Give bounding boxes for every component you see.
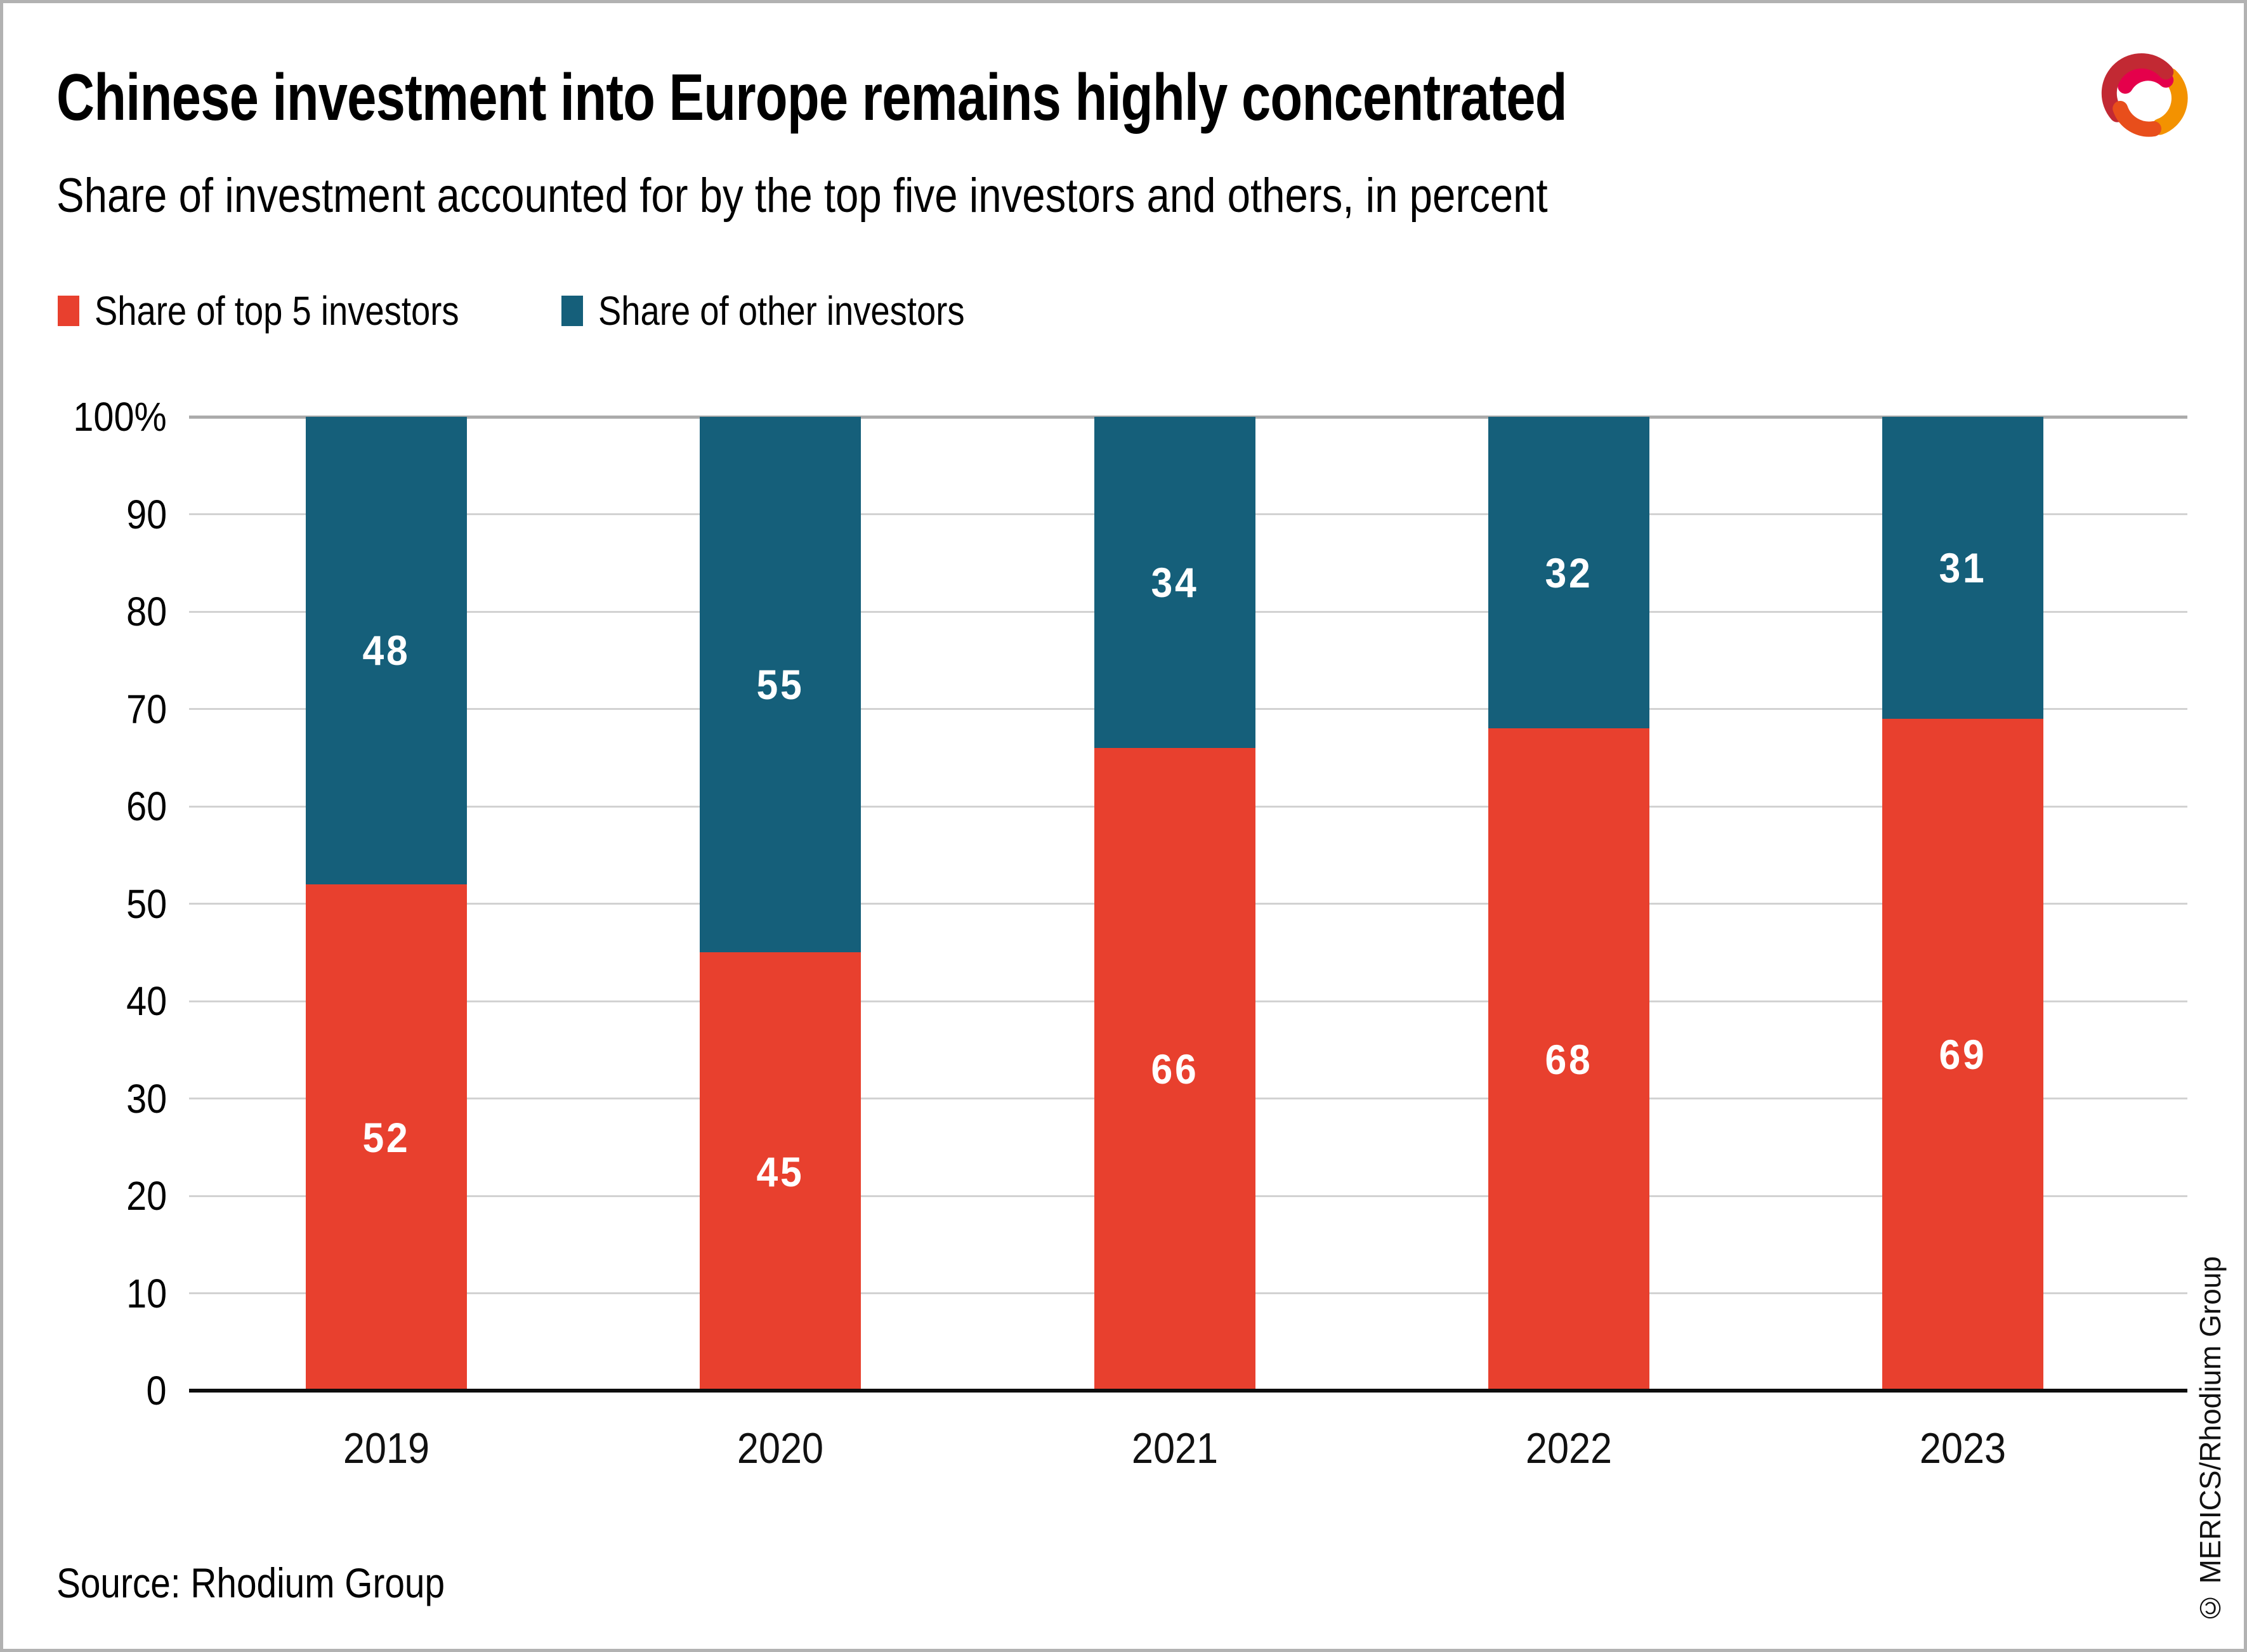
- copyright-note: © MERICS/Rhodium Group: [2194, 1255, 2227, 1625]
- bar-2019-segment-other: [305, 417, 467, 884]
- bar-value-label-top5-2021: 66: [1151, 1046, 1198, 1093]
- bar-2023-segment-other: [1882, 417, 2044, 719]
- page-subtitle-text: Share of investment accounted for by the…: [56, 169, 1548, 223]
- bar-2023-segment-top5: [1882, 718, 2044, 1391]
- y-tick-label-20: 20: [126, 1173, 167, 1219]
- page-title-text: Chinese investment into Europe remains h…: [56, 61, 1568, 134]
- bar-value-label-other-2022: 32: [1545, 549, 1593, 596]
- source-note: Source: Rhodium Group: [56, 1559, 445, 1606]
- x-axis-line: [189, 1389, 2187, 1393]
- bar-value-label-other-2023: 31: [1939, 544, 1987, 591]
- legend-label-top5: Share of top 5 investors: [95, 288, 459, 334]
- bar-2020-segment-other: [700, 417, 861, 953]
- legend-item-top5: Share of top 5 investors: [58, 287, 523, 334]
- bar-value-label-top5-2022: 68: [1545, 1036, 1593, 1084]
- y-tick-label-90: 90: [126, 491, 167, 537]
- y-tick-label-0: 0: [146, 1368, 167, 1413]
- y-tick-label-30: 30: [126, 1075, 167, 1122]
- y-tick-label-50: 50: [126, 881, 167, 927]
- page-subtitle: Share of investment accounted for by the…: [56, 169, 1790, 223]
- bar-value-label-top5-2020: 45: [756, 1148, 804, 1195]
- merics-logo-icon: [2101, 53, 2188, 137]
- page-title: Chinese investment into Europe remains h…: [56, 62, 1944, 134]
- legend: Share of top 5 investors Share of other …: [58, 287, 1029, 334]
- bar-2021-segment-top5: [1094, 747, 1255, 1391]
- bar-2020-segment-top5: [700, 952, 861, 1391]
- y-tick-label-100: 100%: [73, 394, 167, 440]
- bar-value-label-other-2021: 34: [1151, 558, 1198, 606]
- bar-2019-segment-top5: [305, 884, 467, 1391]
- y-tick-label-70: 70: [126, 686, 167, 732]
- bar-value-label-other-2020: 55: [756, 661, 804, 709]
- x-tick-label-2020: 2020: [737, 1424, 824, 1472]
- bar-value-label-other-2019: 48: [362, 627, 410, 674]
- legend-swatch-top5: [58, 296, 79, 326]
- y-tick-label-10: 10: [126, 1270, 167, 1316]
- legend-label-other: Share of other investors: [598, 288, 965, 334]
- x-tick-label-2022: 2022: [1525, 1424, 1612, 1472]
- y-tick-label-80: 80: [126, 589, 167, 634]
- y-tick-label-60: 60: [126, 783, 167, 829]
- bar-value-label-top5-2023: 69: [1939, 1031, 1987, 1078]
- bar-2022-segment-top5: [1488, 728, 1649, 1391]
- legend-item-other: Share of other investors: [561, 287, 1029, 334]
- legend-swatch-other: [561, 296, 583, 326]
- bar-2022-segment-other: [1488, 417, 1649, 729]
- plot-area: 100% 90 80 70 60 50 40 30 20 10 0 52 48 2019 45 55 2020 6…: [3, 3, 2244, 1649]
- y-tick-label-40: 40: [126, 978, 167, 1024]
- bar-2021-segment-other: [1094, 417, 1255, 748]
- x-tick-label-2023: 2023: [1920, 1424, 2007, 1472]
- x-tick-label-2019: 2019: [343, 1424, 429, 1472]
- x-tick-label-2021: 2021: [1131, 1424, 1218, 1472]
- bar-value-label-top5-2019: 52: [362, 1113, 410, 1161]
